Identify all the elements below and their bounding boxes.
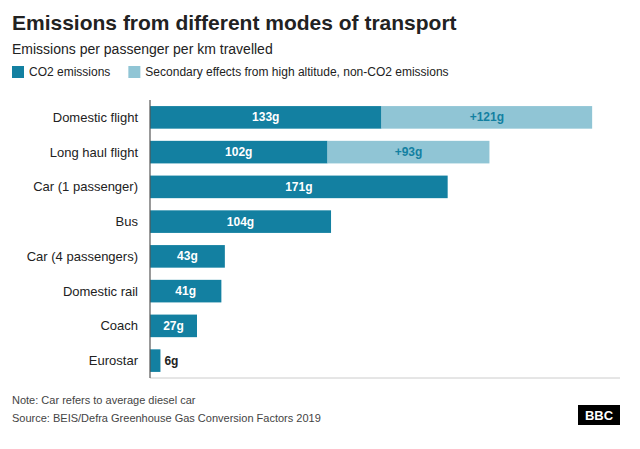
legend-label: CO2 emissions bbox=[29, 65, 110, 79]
category-label: Car (4 passengers) bbox=[27, 249, 138, 264]
data-labels: 133g +121g 102g +93g 171g 104g 43g 41g 27g 6g bbox=[163, 110, 504, 367]
data-label: 27g bbox=[163, 319, 184, 333]
category-label: Long haul flight bbox=[50, 145, 139, 160]
bar bbox=[150, 210, 331, 233]
data-label: 41g bbox=[175, 284, 196, 298]
category-label: Bus bbox=[116, 214, 139, 229]
bar bbox=[221, 280, 222, 303]
category-label: Car (1 passenger) bbox=[33, 179, 138, 194]
data-label: 6g bbox=[164, 354, 178, 368]
legend-label: Secondary effects from high altitude, no… bbox=[145, 65, 448, 79]
bar bbox=[150, 349, 160, 372]
category-label: Coach bbox=[100, 318, 138, 333]
bar bbox=[224, 245, 225, 268]
bar bbox=[382, 106, 593, 129]
source: Source: BEIS/Defra Greenhouse Gas Conver… bbox=[12, 412, 321, 424]
legend-swatch bbox=[12, 66, 24, 78]
data-label: 171g bbox=[285, 180, 312, 194]
data-label: 104g bbox=[227, 215, 254, 229]
category-label: Eurostar bbox=[89, 353, 139, 368]
data-label: 102g bbox=[225, 145, 252, 159]
title: Emissions from different modes of transp… bbox=[12, 11, 457, 34]
bar bbox=[150, 280, 221, 303]
legend-swatch bbox=[128, 66, 140, 78]
bar bbox=[150, 106, 382, 129]
data-label: 133g bbox=[252, 110, 279, 124]
bar bbox=[328, 141, 490, 164]
logo-box bbox=[578, 405, 620, 425]
bars bbox=[150, 106, 592, 372]
subtitle: Emissions per passenger per km travelled bbox=[12, 41, 273, 57]
bar bbox=[197, 315, 198, 338]
bar bbox=[150, 176, 448, 199]
data-label: 43g bbox=[177, 249, 198, 263]
bar bbox=[150, 245, 225, 268]
note: Note: Car refers to average diesel car bbox=[12, 394, 196, 406]
logo: BBC bbox=[585, 408, 614, 423]
bar bbox=[331, 210, 332, 233]
data-label: +93g bbox=[395, 145, 423, 159]
bar bbox=[160, 349, 161, 372]
data-label: +121g bbox=[470, 110, 504, 124]
bar bbox=[447, 176, 448, 199]
chart: Emissions from different modes of transp… bbox=[0, 0, 640, 449]
legend: CO2 emissions Secondary effects from high… bbox=[12, 65, 449, 79]
x-axis-line bbox=[150, 378, 620, 379]
zero-line bbox=[149, 100, 150, 378]
bar bbox=[150, 315, 197, 338]
category-label: Domestic flight bbox=[53, 110, 139, 125]
bar bbox=[150, 141, 328, 164]
category-label: Domestic rail bbox=[63, 284, 138, 299]
